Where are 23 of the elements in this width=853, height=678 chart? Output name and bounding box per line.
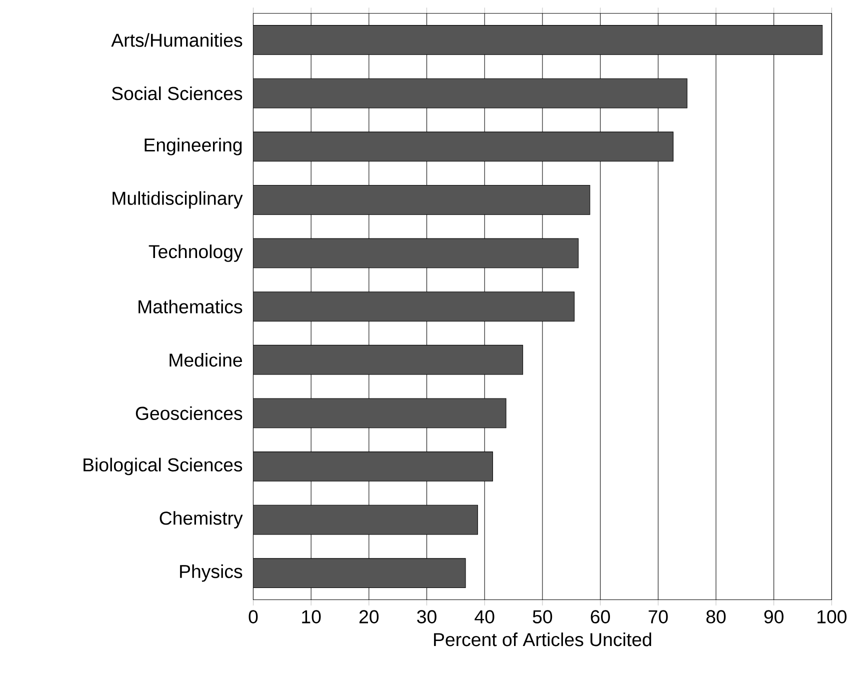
x-tick-label: 100 bbox=[818, 610, 847, 624]
y-tick-label: Chemistry bbox=[160, 510, 243, 528]
y-tick-label: Geosciences bbox=[136, 406, 242, 420]
x-tick-label: 70 bbox=[648, 610, 668, 624]
x-tick-label: 50 bbox=[532, 610, 552, 624]
x-axis-title: Percent of Articles Uncited bbox=[434, 632, 652, 646]
y-tick-label: Technology bbox=[148, 244, 243, 262]
y-tick-label: Mathematics bbox=[138, 300, 242, 314]
x-tick-label: 10 bbox=[302, 610, 321, 624]
x-tick-label: 30 bbox=[417, 610, 436, 624]
y-tick-label: Medicine bbox=[170, 352, 242, 367]
x-tick-label: 60 bbox=[590, 610, 610, 624]
y-tick-label: Engineering bbox=[144, 138, 242, 156]
x-tick-label: 40 bbox=[474, 610, 494, 624]
x-tick-label: 80 bbox=[706, 610, 726, 624]
y-tick-label: Social Sciences bbox=[112, 86, 242, 100]
x-tick-label: 20 bbox=[359, 610, 379, 624]
y-tick-label: Arts/Humanities bbox=[111, 32, 242, 47]
y-tick-label: Biological Sciences bbox=[84, 458, 242, 475]
y-tick-label: Multidisciplinary bbox=[112, 191, 243, 208]
y-tick-label: Physics bbox=[180, 564, 242, 582]
x-tick-label: 90 bbox=[764, 610, 784, 624]
x-tick-label: 0 bbox=[248, 610, 258, 624]
